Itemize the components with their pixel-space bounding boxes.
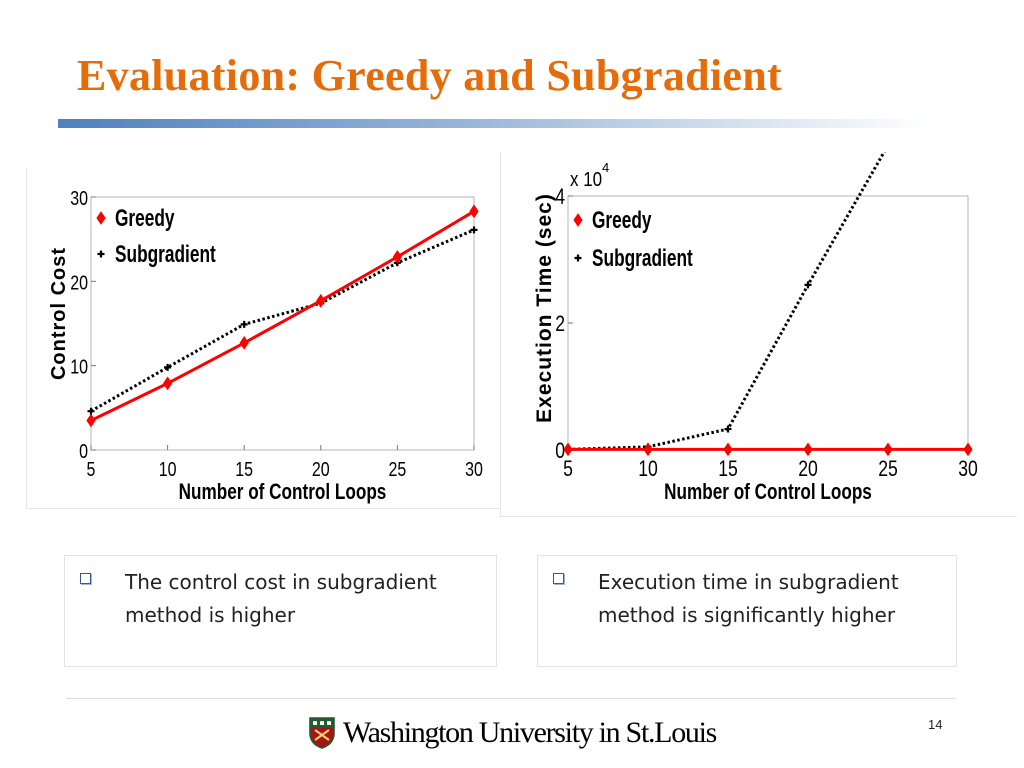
legend-label-subgradient: Subgradient: [592, 245, 693, 271]
legend-label-greedy: Greedy: [115, 205, 175, 231]
exponent-power: 4: [602, 160, 609, 175]
hollow-square-bullet-icon: [80, 573, 91, 584]
x-tick-label: 25: [878, 457, 898, 481]
x-tick-label: 25: [388, 458, 406, 480]
x-tick-label: 20: [798, 457, 818, 481]
x-tick-label: 15: [235, 458, 253, 480]
university-shield-icon: [309, 717, 335, 749]
greedy-point: [316, 293, 326, 308]
x-tick-label: 10: [638, 457, 658, 481]
subgradient-point: [240, 320, 248, 328]
y-tick-label: 0: [79, 440, 88, 462]
exponent-label: x 10: [570, 168, 602, 191]
subgradient-point: [470, 226, 478, 234]
legend-marker-greedy: [96, 211, 106, 225]
x-tick-label: 5: [563, 457, 573, 481]
series-line-subgradient: [90, 228, 475, 413]
greedy-point: [963, 442, 973, 457]
greedy-point: [392, 249, 403, 264]
legend-label-greedy: Greedy: [592, 207, 652, 233]
bullet-box-execution-time: Execution time in subgradient method is …: [537, 555, 957, 667]
subgradient-point: [724, 425, 732, 433]
x-tick-label: 20: [312, 458, 330, 480]
y-tick-label: 4: [555, 185, 565, 209]
logo-text: Washington University in St.Louis: [343, 716, 717, 749]
bullet-text-control-cost: The control cost in subgradient method i…: [125, 570, 437, 627]
bullet-text-execution-time: Execution time in subgradient method is …: [598, 570, 899, 627]
title-divider: [58, 119, 930, 128]
y-tick-label: 20: [70, 272, 88, 294]
x-tick-label: 30: [465, 458, 483, 480]
greedy-point: [643, 442, 653, 457]
x-tick-label: 5: [87, 458, 96, 480]
plot-frame: [567, 195, 969, 451]
x-tick-label: 15: [718, 457, 738, 481]
greedy-point: [239, 335, 249, 350]
page-number: 14: [928, 717, 943, 732]
control-cost-chart-panel: 5 10 15 20 25 30 0 10 20 30 Number of Control Loop…: [26, 168, 499, 509]
execution-time-chart-panel: 5 10 15 20 25 30 0 2 4 Number of Control Loops Exe…: [500, 132, 1017, 517]
hollow-square-bullet-icon: [553, 573, 564, 584]
y-axis-label: Control Cost: [48, 247, 70, 380]
greedy-point: [86, 413, 96, 428]
legend-marker-subgradient: [574, 254, 582, 262]
greedy-point: [162, 376, 173, 391]
greedy-point: [723, 442, 733, 457]
legend-marker-greedy: [573, 213, 583, 227]
bullet-box-control-cost: The control cost in subgradient method i…: [64, 555, 497, 667]
y-tick-label: 10: [70, 356, 88, 378]
y-tick-label: 0: [555, 439, 565, 463]
execution-time-chart: 5 10 15 20 25 30 0 2 4 Number of Control Loops Exe…: [533, 132, 978, 505]
greedy-point: [563, 442, 573, 457]
greedy-point: [469, 204, 479, 219]
footer-divider: [66, 698, 956, 699]
y-axis-label: Execution Time (sec): [533, 193, 556, 423]
greedy-point: [803, 442, 813, 457]
x-tick-label: 30: [958, 457, 978, 481]
university-logo: Washington University in St.Louis: [309, 715, 717, 751]
legend-label-subgradient: Subgradient: [115, 241, 216, 267]
subgradient-point: [804, 281, 812, 289]
x-axis-label: Number of Control Loops: [664, 480, 872, 505]
x-tick-label: 10: [159, 458, 177, 480]
legend-marker-subgradient: [97, 250, 105, 258]
greedy-point: [883, 442, 893, 457]
control-cost-chart: 5 10 15 20 25 30 0 10 20 30 Number of Control Loop…: [48, 187, 483, 505]
x-axis-label: Number of Control Loops: [179, 480, 387, 505]
slide-title: Evaluation: Greedy and Subgradient: [77, 51, 782, 100]
subgradient-point: [164, 363, 172, 371]
series-line-greedy: [90, 210, 475, 422]
y-tick-label: 2: [555, 312, 565, 336]
y-tick-label: 30: [70, 187, 88, 209]
subgradient-point: [87, 407, 95, 415]
